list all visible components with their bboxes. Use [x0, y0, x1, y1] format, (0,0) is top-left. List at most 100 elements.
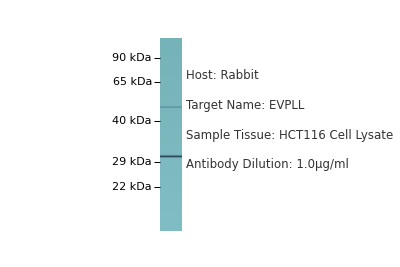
Bar — [160, 73, 182, 74]
Bar — [160, 147, 182, 148]
Bar — [160, 115, 182, 116]
Bar — [160, 114, 182, 115]
Bar — [160, 221, 182, 222]
Bar — [160, 124, 182, 125]
Bar — [160, 123, 182, 124]
Text: Target Name: EVPLL: Target Name: EVPLL — [186, 99, 305, 112]
Bar — [160, 150, 182, 151]
Bar — [160, 91, 182, 92]
Bar — [160, 177, 182, 178]
Bar — [160, 214, 182, 215]
Bar — [160, 201, 182, 202]
Text: 65 kDa: 65 kDa — [113, 77, 152, 87]
Bar — [160, 46, 182, 47]
Bar — [160, 175, 182, 176]
Bar — [160, 66, 182, 67]
Bar — [160, 88, 182, 89]
Bar — [160, 84, 182, 85]
Bar — [160, 120, 182, 121]
Bar — [160, 171, 182, 172]
Bar — [160, 58, 182, 59]
Bar — [160, 128, 182, 129]
Bar — [160, 118, 182, 119]
Bar — [160, 181, 182, 182]
Bar — [160, 85, 182, 86]
Bar — [160, 164, 182, 165]
Bar — [160, 117, 182, 118]
Bar — [160, 98, 182, 99]
Bar — [160, 217, 182, 218]
Bar — [160, 59, 182, 60]
Bar — [160, 110, 182, 111]
Bar — [160, 109, 182, 110]
Bar — [160, 199, 182, 200]
Text: Sample Tissue: HCT116 Cell Lysate: Sample Tissue: HCT116 Cell Lysate — [186, 129, 394, 142]
Bar — [160, 108, 182, 109]
Bar — [160, 200, 182, 201]
Bar — [160, 213, 182, 214]
Bar — [160, 182, 182, 183]
Bar — [160, 170, 182, 171]
Bar — [160, 132, 182, 133]
Bar — [160, 222, 182, 223]
Bar — [160, 205, 182, 206]
Bar — [160, 40, 182, 41]
Bar — [160, 90, 182, 91]
Bar — [160, 48, 182, 49]
Bar — [160, 163, 182, 164]
Bar — [160, 57, 182, 58]
Bar — [160, 45, 182, 46]
Bar — [160, 72, 182, 73]
Bar — [160, 173, 182, 174]
Bar — [160, 187, 182, 188]
Bar — [160, 192, 182, 193]
Bar — [160, 155, 182, 156]
Bar — [160, 55, 182, 56]
Bar — [160, 188, 182, 189]
Bar — [160, 133, 182, 134]
Bar — [160, 220, 182, 221]
Bar — [160, 61, 182, 62]
Bar — [160, 215, 182, 216]
Bar — [160, 191, 182, 192]
Bar — [160, 166, 182, 167]
Bar — [160, 146, 182, 147]
Bar — [160, 168, 182, 169]
Bar — [160, 212, 182, 213]
Bar — [160, 75, 182, 76]
Bar — [160, 94, 182, 95]
Bar — [160, 119, 182, 120]
Bar — [160, 83, 182, 84]
Text: 90 kDa: 90 kDa — [112, 53, 152, 63]
Bar — [160, 69, 182, 70]
Bar — [160, 211, 182, 212]
Bar — [160, 178, 182, 179]
Bar — [160, 169, 182, 170]
Bar — [160, 202, 182, 203]
Bar — [160, 42, 182, 43]
Bar — [160, 225, 182, 226]
Bar — [160, 89, 182, 90]
Bar — [160, 197, 182, 198]
Bar — [160, 160, 182, 161]
Bar — [160, 71, 182, 72]
Bar — [160, 186, 182, 187]
Bar — [160, 95, 182, 96]
Bar — [160, 122, 182, 123]
Bar — [160, 97, 182, 98]
Bar — [160, 172, 182, 173]
Bar — [160, 107, 182, 108]
Bar — [160, 195, 182, 196]
Bar — [160, 137, 182, 138]
Bar — [160, 139, 182, 140]
Bar — [160, 149, 182, 150]
Bar — [160, 130, 182, 131]
Bar — [160, 229, 182, 230]
Bar — [160, 52, 182, 53]
Bar — [160, 216, 182, 217]
Bar — [160, 227, 182, 228]
Bar — [160, 65, 182, 66]
Bar — [160, 162, 182, 163]
Bar — [160, 38, 182, 39]
Bar — [160, 80, 182, 81]
